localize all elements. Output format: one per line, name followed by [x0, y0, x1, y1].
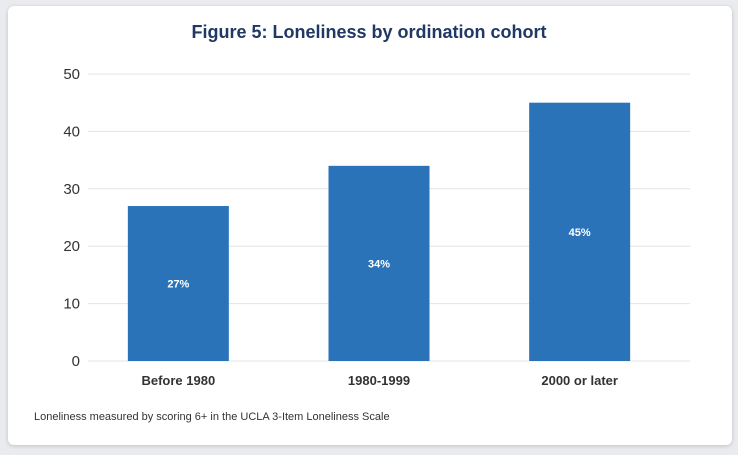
bar-value-labels: 27% 34% 45% [167, 227, 591, 291]
chart-footnote: Loneliness measured by scoring 6+ in the… [34, 411, 390, 423]
bars [127, 102, 631, 361]
y-tick-label: 30 [63, 181, 80, 198]
y-tick-label: 20 [63, 238, 80, 255]
bar [328, 165, 430, 361]
bar [127, 206, 229, 361]
y-tick-label: 40 [63, 123, 80, 140]
y-tick-label: 50 [63, 66, 80, 83]
x-tick-label: Before 1980 [141, 373, 215, 388]
x-tick-label: 2000 or later [541, 373, 618, 388]
bar-value-label: 27% [167, 279, 189, 291]
bar-value-label: 45% [569, 227, 591, 239]
x-axis-ticks: Before 1980 1980-1999 2000 or later [141, 373, 617, 388]
y-tick-label: 0 [72, 353, 80, 370]
bar-value-label: 34% [368, 258, 390, 270]
x-tick-label: 1980-1999 [348, 373, 410, 388]
chart-title: Figure 5: Loneliness by ordination cohor… [191, 22, 547, 42]
y-tick-label: 10 [63, 296, 80, 313]
y-axis-ticks: 0 10 20 30 40 50 [63, 66, 80, 370]
bar [529, 102, 631, 361]
